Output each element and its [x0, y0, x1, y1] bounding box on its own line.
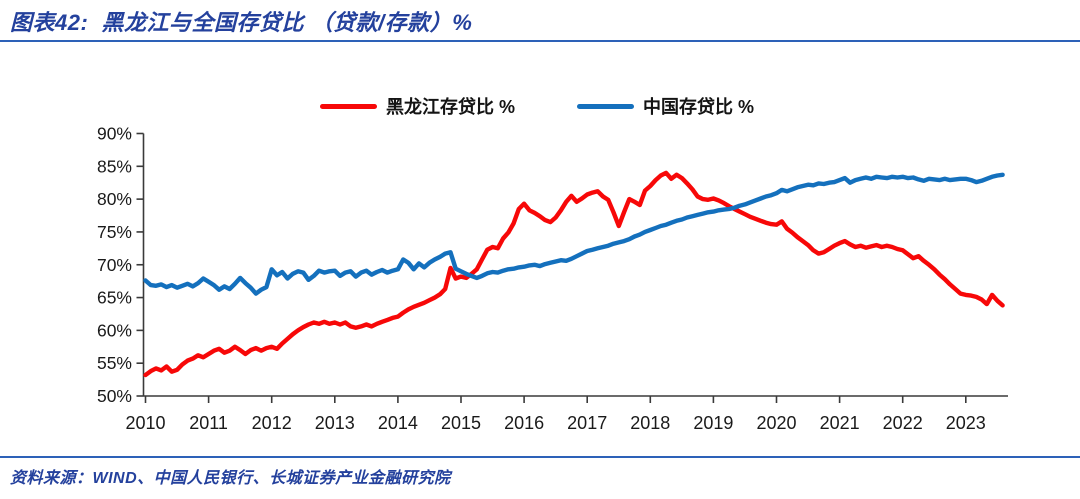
- x-tick-label: 2021: [820, 413, 860, 433]
- x-tick-label: 2014: [378, 413, 418, 433]
- x-tick-label: 2020: [756, 413, 796, 433]
- y-tick-label: 75%: [97, 222, 132, 242]
- y-tick-label: 50%: [97, 386, 132, 406]
- figure-title: 图表42: 黑龙江与全国存贷比 （贷款/存款）%: [10, 10, 473, 35]
- x-tick-label: 2012: [252, 413, 292, 433]
- y-tick-label: 70%: [97, 255, 132, 275]
- source-note: 资料来源：WIND、中国人民银行、长城证券产业金融研究院: [10, 470, 451, 487]
- x-tick-label: 2019: [693, 413, 733, 433]
- series-line-0: [143, 170, 1005, 378]
- x-tick-label: 2018: [630, 413, 670, 433]
- series-line-1: [143, 172, 1005, 296]
- y-tick-label: 55%: [97, 353, 132, 373]
- x-tick-label: 2022: [883, 413, 923, 433]
- y-tick-label: 80%: [97, 189, 132, 209]
- y-tick-label: 90%: [97, 124, 132, 144]
- x-tick-label: 2010: [125, 413, 165, 433]
- y-tick-label: 60%: [97, 320, 132, 340]
- heilongjiang-line-swatch-icon: [320, 103, 377, 109]
- x-tick-label: 2017: [567, 413, 607, 433]
- x-tick-label: 2016: [504, 413, 544, 433]
- y-tick-label: 65%: [97, 288, 132, 308]
- title-divider-line: [0, 40, 1080, 42]
- x-tick-label: 2023: [946, 413, 986, 433]
- x-tick-label: 2011: [189, 413, 228, 433]
- legend-item-china: 中国存贷比 %: [577, 93, 754, 119]
- x-tick-label: 2013: [315, 413, 355, 433]
- legend-label-heilongjiang: 黑龙江存贷比 %: [386, 97, 516, 117]
- y-tick-label: 85%: [97, 156, 132, 176]
- x-tick-label: 2015: [441, 413, 481, 433]
- chart-legend: 黑龙江存贷比 % 中国存贷比 %: [320, 93, 754, 119]
- legend-label-china: 中国存贷比 %: [643, 97, 755, 117]
- footer-divider-line: [0, 456, 1080, 458]
- legend-item-heilongjiang: 黑龙江存贷比 %: [320, 93, 515, 119]
- china-line-swatch-icon: [577, 103, 635, 109]
